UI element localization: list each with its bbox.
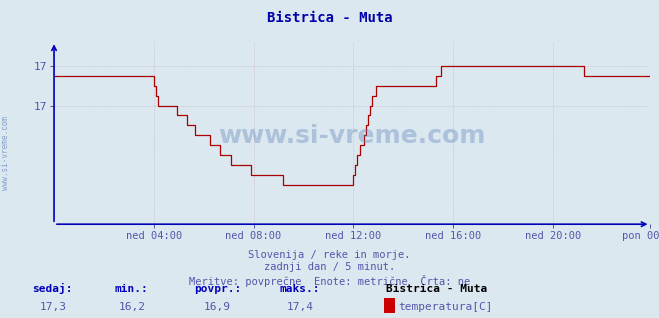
Text: temperatura[C]: temperatura[C] [399, 302, 493, 312]
Text: 16,2: 16,2 [119, 302, 145, 312]
Text: Bistrica - Muta: Bistrica - Muta [386, 284, 487, 294]
Text: Bistrica - Muta: Bistrica - Muta [267, 11, 392, 25]
Text: sedaj:: sedaj: [32, 283, 73, 294]
Text: 17,3: 17,3 [40, 302, 66, 312]
Text: min.:: min.: [115, 284, 149, 294]
Text: www.si-vreme.com: www.si-vreme.com [219, 124, 486, 149]
Text: 17,4: 17,4 [287, 302, 313, 312]
Text: maks.:: maks.: [279, 284, 320, 294]
Text: povpr.:: povpr.: [194, 284, 241, 294]
Text: zadnji dan / 5 minut.: zadnji dan / 5 minut. [264, 262, 395, 272]
Text: 16,9: 16,9 [204, 302, 231, 312]
Text: www.si-vreme.com: www.si-vreme.com [1, 116, 10, 190]
Text: Meritve: povprečne  Enote: metrične  Črta: ne: Meritve: povprečne Enote: metrične Črta:… [189, 275, 470, 287]
Text: Slovenija / reke in morje.: Slovenija / reke in morje. [248, 250, 411, 259]
